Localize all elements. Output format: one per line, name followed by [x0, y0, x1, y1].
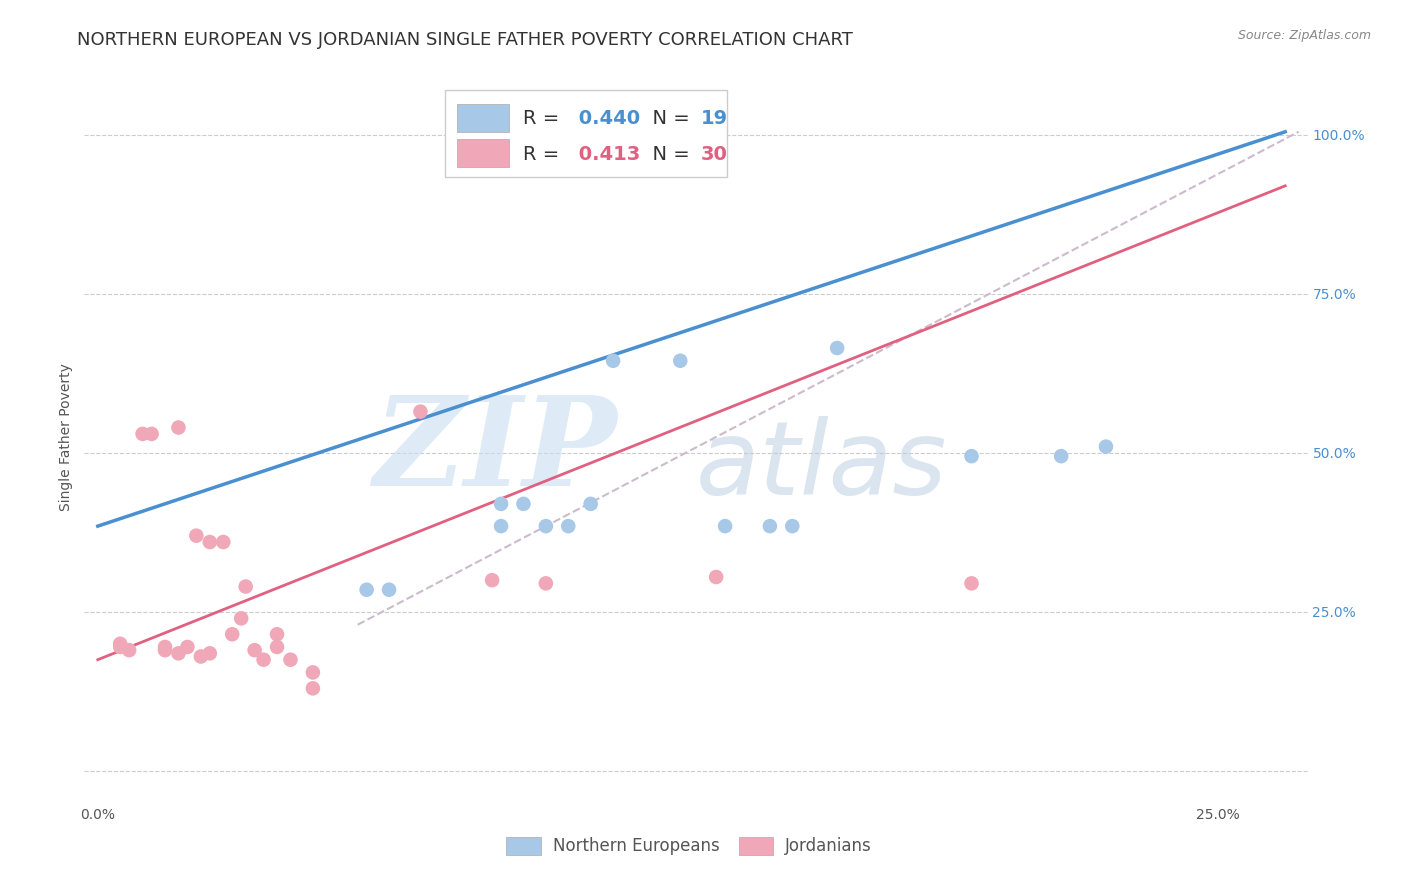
Point — [186, 529, 208, 543]
Point — [266, 640, 288, 654]
Point — [266, 627, 288, 641]
Point — [602, 353, 624, 368]
Point — [782, 519, 804, 533]
Text: N =: N = — [640, 145, 696, 163]
Point — [378, 582, 401, 597]
FancyBboxPatch shape — [506, 838, 541, 855]
Text: Northern Europeans: Northern Europeans — [553, 838, 720, 855]
Text: 30: 30 — [700, 145, 728, 163]
Point — [108, 640, 131, 654]
Text: 0.413: 0.413 — [572, 145, 641, 163]
Point — [108, 637, 131, 651]
Point — [190, 649, 212, 664]
FancyBboxPatch shape — [738, 838, 773, 855]
Text: N =: N = — [640, 110, 696, 128]
Text: ZIP: ZIP — [373, 391, 616, 513]
Point — [759, 519, 782, 533]
Text: 0.440: 0.440 — [572, 110, 641, 128]
Point — [356, 582, 378, 597]
Point — [446, 144, 468, 158]
Text: 19: 19 — [700, 110, 728, 128]
Point — [153, 640, 176, 654]
Point — [280, 653, 302, 667]
Point — [960, 576, 983, 591]
Point — [409, 404, 432, 418]
Point — [118, 643, 141, 657]
Point — [198, 535, 221, 549]
Point — [481, 573, 503, 587]
Point — [489, 519, 512, 533]
Point — [669, 353, 692, 368]
Point — [467, 144, 489, 158]
Y-axis label: Single Father Poverty: Single Father Poverty — [59, 363, 73, 511]
Point — [302, 665, 325, 680]
Point — [167, 420, 190, 434]
Point — [534, 576, 557, 591]
Point — [557, 519, 579, 533]
Point — [825, 341, 848, 355]
FancyBboxPatch shape — [457, 139, 509, 167]
Point — [579, 497, 602, 511]
Text: Source: ZipAtlas.com: Source: ZipAtlas.com — [1237, 29, 1371, 42]
Point — [489, 497, 512, 511]
Text: R =: R = — [523, 145, 567, 163]
Point — [198, 646, 221, 660]
Point — [960, 449, 983, 463]
Point — [153, 643, 176, 657]
Point — [1095, 440, 1118, 454]
Point — [231, 611, 253, 625]
Text: R =: R = — [523, 110, 567, 128]
Point — [512, 497, 534, 511]
Point — [1050, 449, 1073, 463]
FancyBboxPatch shape — [457, 104, 509, 132]
Point — [221, 627, 243, 641]
Point — [131, 426, 153, 441]
Text: Jordanians: Jordanians — [786, 838, 872, 855]
Point — [302, 681, 325, 696]
Text: atlas: atlas — [696, 417, 948, 516]
Point — [252, 653, 274, 667]
Point — [714, 519, 737, 533]
Point — [141, 426, 163, 441]
Point — [212, 535, 235, 549]
Text: NORTHERN EUROPEAN VS JORDANIAN SINGLE FATHER POVERTY CORRELATION CHART: NORTHERN EUROPEAN VS JORDANIAN SINGLE FA… — [77, 31, 853, 49]
Point — [167, 646, 190, 660]
Point — [704, 570, 727, 584]
Point — [235, 580, 257, 594]
FancyBboxPatch shape — [446, 90, 727, 178]
Point — [534, 519, 557, 533]
Point — [176, 640, 198, 654]
Point — [243, 643, 266, 657]
